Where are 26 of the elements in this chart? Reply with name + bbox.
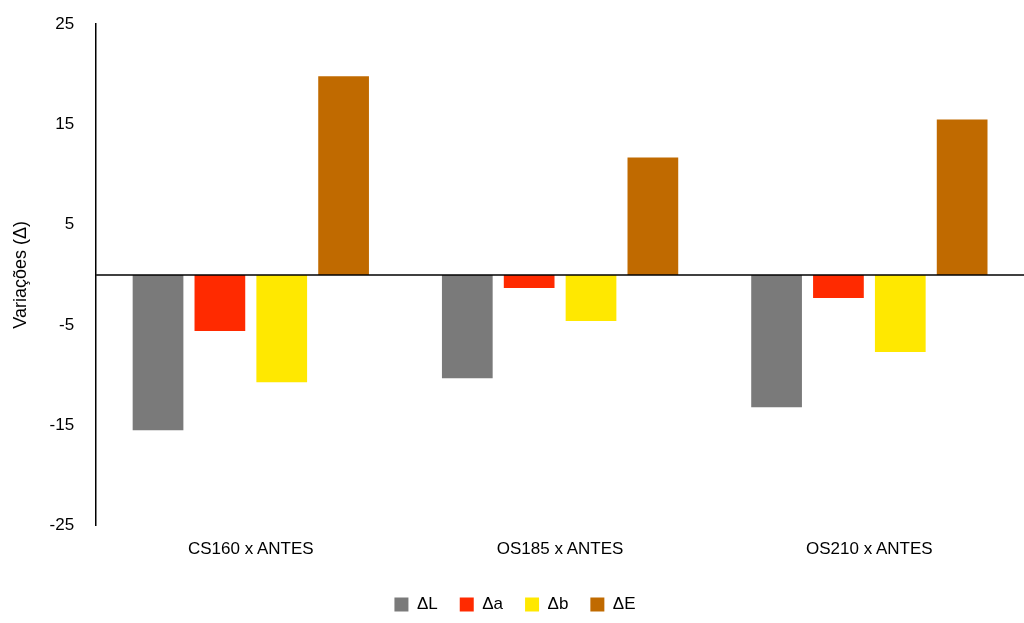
bar <box>874 274 926 353</box>
bar <box>751 274 802 408</box>
x-tick-label: CS160 x ANTES <box>187 539 314 559</box>
bar <box>936 119 988 275</box>
x-tick-label: OS210 x ANTES <box>806 539 933 559</box>
y-tick-label: 15 <box>55 114 75 134</box>
bar <box>627 157 679 275</box>
bar <box>132 274 184 431</box>
bar <box>256 274 308 383</box>
bar <box>318 76 369 275</box>
y-tick-label: 25 <box>55 13 75 33</box>
bar <box>565 274 617 322</box>
y-tick-label: -5 <box>59 314 75 334</box>
y-tick-label: -25 <box>49 515 75 535</box>
x-tick-label: OS185 x ANTES <box>496 539 624 559</box>
bar <box>194 274 246 332</box>
y-axis-title: Variações (Δ) <box>9 221 30 329</box>
legend-label: Δb <box>547 594 569 614</box>
legend-label: ΔL <box>416 594 438 614</box>
legend-label: ΔE <box>612 594 636 614</box>
y-tick-label: -15 <box>49 415 75 435</box>
legend-label: Δa <box>482 594 504 614</box>
y-tick-label: 5 <box>64 214 75 234</box>
bar <box>503 274 555 288</box>
bar <box>813 274 864 298</box>
bar <box>441 274 493 379</box>
